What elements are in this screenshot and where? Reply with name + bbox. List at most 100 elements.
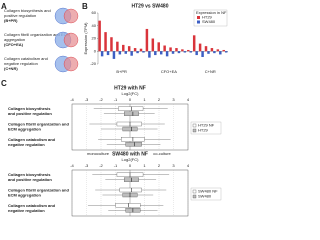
x-tick-label: 3 — [172, 97, 175, 102]
bar — [142, 51, 145, 53]
venn-circle — [63, 56, 79, 72]
legend-label: HT29 NF — [198, 123, 215, 128]
chart-title: HT29 vs SW480 — [132, 3, 169, 9]
box — [125, 142, 142, 147]
category-label: Collagen fibrill organization and — [8, 122, 69, 127]
venn-label: Collagen catabolism and — [4, 56, 48, 61]
group-label: B+PR — [116, 69, 127, 74]
bar — [139, 48, 143, 52]
x-axis-label: Log2(FC) — [122, 91, 140, 96]
legend-label: HT29 — [198, 128, 209, 133]
legend-swatch — [197, 16, 200, 19]
bar — [210, 48, 214, 52]
x-axis-label: Log2(FC) — [122, 157, 140, 162]
x-tick-label: -4 — [70, 97, 74, 102]
bar — [198, 43, 202, 52]
bar — [163, 45, 166, 52]
y-tick-label: 40 — [92, 23, 97, 28]
category-label: Collagen fibrill organization and — [8, 188, 69, 193]
group-label: CFO+EA — [161, 69, 177, 74]
bar — [204, 46, 208, 52]
bar — [171, 51, 175, 54]
x-tick-label: 4 — [187, 97, 190, 102]
bar — [181, 49, 184, 52]
x-tick-label: 2 — [158, 163, 161, 168]
legend-label: HT29 — [202, 15, 213, 20]
group-label: C+NR — [205, 69, 216, 74]
category-label: Collagen biosynthesis — [8, 106, 51, 111]
box — [115, 203, 141, 208]
legend-swatch — [197, 20, 200, 24]
bar — [145, 28, 149, 52]
panel-label: A — [1, 2, 7, 11]
chart-title: HT29 with NF — [114, 85, 146, 91]
legend-swatch — [192, 194, 197, 199]
x-tick-label: 2 — [158, 97, 161, 102]
venn-label: Collagen fibrill organization and ECM — [4, 32, 70, 37]
box — [116, 121, 142, 127]
bar — [110, 37, 113, 52]
x-tick-label: 0 — [129, 163, 132, 168]
y-tick-label: 60 — [92, 10, 97, 15]
annotation: monoculture — [87, 217, 110, 218]
legend-swatch — [192, 128, 197, 133]
bar — [183, 51, 187, 53]
bar — [154, 51, 157, 56]
bar — [151, 38, 155, 52]
bar — [187, 49, 190, 52]
category-label: negative regulation — [8, 208, 45, 213]
venn-circle — [63, 8, 79, 24]
x-tick-label: -4 — [70, 163, 74, 168]
bar — [130, 51, 133, 56]
bar — [222, 49, 225, 52]
panel-label: C — [1, 79, 7, 88]
bar — [100, 51, 104, 57]
x-tick-label: -1 — [114, 97, 118, 102]
venn-circle — [63, 32, 79, 48]
box — [124, 111, 139, 116]
chart-title: SW480 with NF — [112, 151, 148, 157]
bar — [169, 47, 172, 52]
bar — [98, 20, 101, 52]
y-tick-label: -20 — [90, 61, 97, 66]
legend-swatch — [192, 189, 197, 194]
category-label: ECM aggregation — [8, 127, 41, 132]
legend-box — [193, 9, 228, 27]
bar — [148, 51, 151, 58]
bar — [116, 41, 119, 52]
bar — [133, 48, 137, 52]
category-label: Collagen biosynthesis — [8, 172, 51, 177]
y-axis-label: Expression (TPM) — [83, 22, 88, 55]
bar — [122, 44, 125, 52]
annotation: monoculture — [87, 151, 110, 156]
y-tick-label: 0 — [94, 48, 97, 53]
legend-label: SW480 NF — [198, 189, 218, 194]
x-tick-label: 3 — [172, 163, 175, 168]
legend-box — [190, 187, 222, 201]
venn-label: negative regulation — [4, 61, 38, 66]
bar — [177, 51, 181, 54]
legend-label: SW480 — [202, 19, 216, 24]
box — [119, 187, 142, 193]
annotation: co-culture — [153, 151, 171, 156]
bar — [106, 51, 110, 56]
venn-label: aggregation — [4, 37, 25, 42]
bar — [159, 51, 163, 55]
bar — [136, 51, 139, 54]
x-tick-label: 1 — [143, 97, 146, 102]
bar — [195, 51, 198, 56]
x-tick-label: -3 — [85, 97, 89, 102]
bar — [216, 49, 220, 52]
venn-label: positive regulation — [4, 13, 36, 18]
bar — [104, 32, 107, 52]
legend-title: Expression in NF — [196, 10, 227, 15]
bar — [175, 48, 178, 52]
bar — [112, 51, 116, 59]
box — [118, 106, 144, 111]
y-tick-label: 20 — [92, 36, 97, 41]
bar — [207, 51, 210, 54]
bar — [124, 51, 127, 54]
x-tick-label: -2 — [99, 163, 103, 168]
legend-box — [190, 121, 222, 135]
